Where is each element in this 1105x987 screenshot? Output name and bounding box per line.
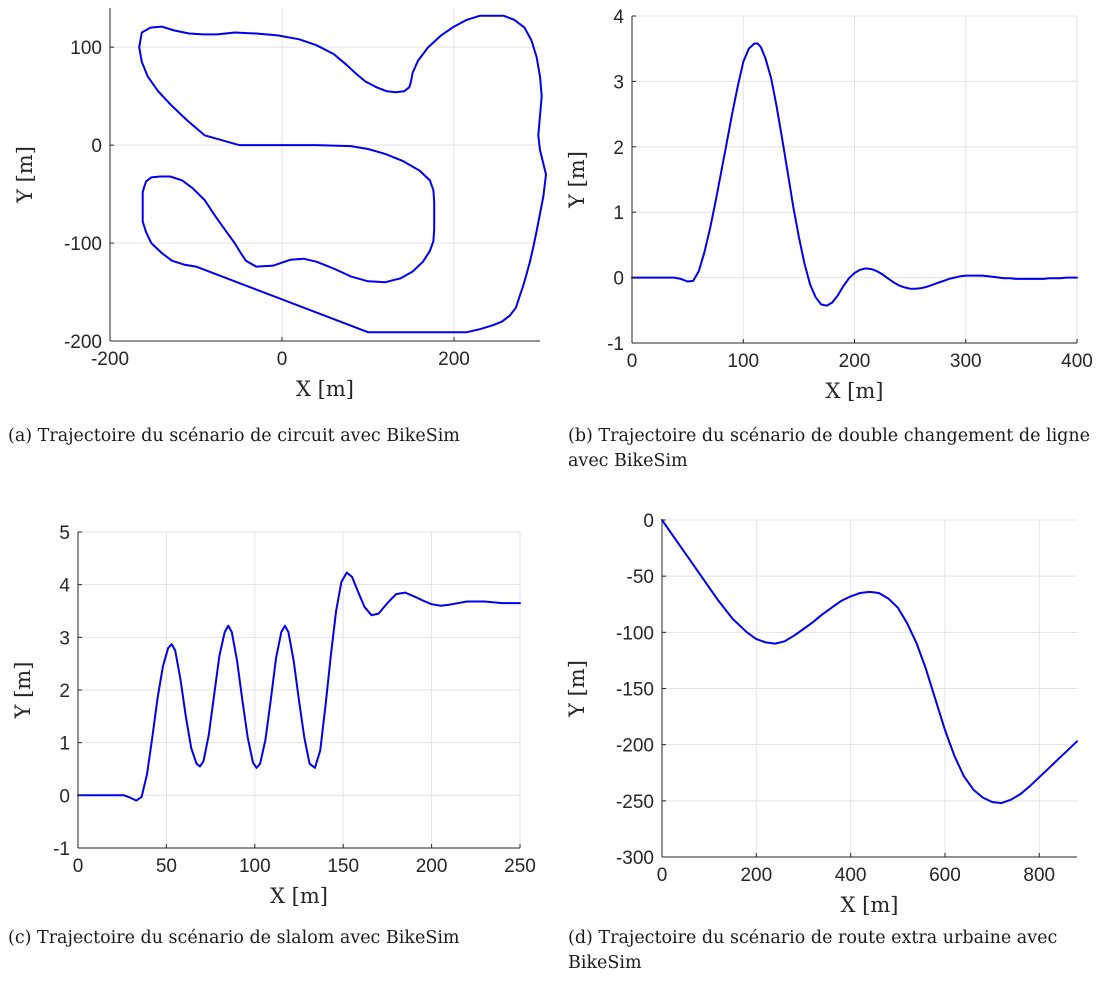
x-tick-label: 200 (839, 351, 871, 372)
panel-d: 0 200 400 600 800 -300 -250 -200 -150 -100 -50 0 X [… (552, 490, 1105, 987)
x-tick-label: 50 (156, 856, 177, 877)
x-axis-label: X [m] (270, 884, 328, 908)
y-axis-label: Y [m] (11, 662, 35, 720)
x-axis-label: X [m] (296, 377, 354, 401)
x-axis-label: X [m] (841, 893, 899, 917)
caption-c: (c) Trajectoire du scénario de slalom av… (8, 928, 460, 948)
x-tick-label: 200 (438, 349, 470, 370)
caption-d: (d) Trajectoire du scénario de route ext… (568, 928, 1058, 973)
y-tick-label: -250 (616, 792, 654, 813)
y-tick-label: 4 (59, 576, 70, 597)
x-tick-label: 0 (277, 349, 288, 370)
y-tick-label: 100 (70, 38, 102, 59)
y-tick-label: 2 (613, 138, 624, 159)
x-tick-label: 200 (416, 856, 448, 877)
panel-a: -200 0 200 -200 -100 0 100 X [m] Y [m] (a) Traje… (0, 0, 552, 490)
x-tick-label: 200 (740, 865, 772, 886)
series-line (661, 519, 1078, 805)
y-axis-label: Y [m] (13, 146, 37, 204)
y-tick-label: 1 (59, 734, 70, 755)
y-tick-label: 1 (613, 203, 624, 224)
y-tick-label: 0 (59, 786, 70, 807)
x-tick-label: 0 (627, 351, 638, 372)
y-tick-label: -100 (616, 623, 654, 644)
x-tick-label: 400 (835, 865, 867, 886)
y-tick-label: -200 (64, 332, 102, 353)
caption-a: (a) Trajectoire du scénario de circuit a… (8, 426, 460, 446)
panel-b: 0 100 200 300 400 -1 0 1 2 3 4 X [m] Y [m] (b) Traje… (552, 0, 1105, 490)
x-tick-label: -200 (91, 349, 129, 370)
y-tick-label: 5 (59, 523, 70, 544)
x-tick-label: 800 (1023, 865, 1055, 886)
y-tick-label: -150 (616, 680, 654, 701)
y-tick-label: 2 (59, 681, 70, 702)
y-axis-label: Y [m] (565, 151, 589, 209)
x-tick-label: 0 (73, 856, 84, 877)
y-tick-label: 0 (613, 269, 624, 290)
x-tick-label: 250 (504, 856, 536, 877)
y-tick-label: 0 (91, 136, 102, 157)
y-tick-label: 0 (643, 511, 654, 532)
x-tick-label: 100 (727, 351, 759, 372)
x-tick-label: 150 (327, 856, 359, 877)
chart-a: -200 0 200 -200 -100 0 100 X [m] Y [m] (13, 8, 547, 401)
y-tick-label: 4 (613, 7, 624, 28)
series-line (77, 571, 521, 802)
x-tick-label: 400 (1061, 351, 1093, 372)
y-axis-label: Y [m] (565, 660, 589, 718)
x-tick-label: 0 (657, 865, 668, 886)
y-tick-label: -1 (607, 334, 624, 355)
y-tick-label: -300 (616, 848, 654, 869)
y-tick-label: -200 (616, 736, 654, 757)
x-tick-label: 300 (950, 351, 982, 372)
y-tick-label: -50 (627, 567, 654, 588)
x-tick-label: 600 (929, 865, 961, 886)
y-tick-label: -100 (64, 234, 102, 255)
series-line (631, 42, 1078, 307)
caption-b: (b) Trajectoire du scénario de double ch… (568, 426, 1091, 471)
chart-d: 0 200 400 600 800 -300 -250 -200 -150 -100 -50 0 X [… (565, 511, 1078, 917)
y-tick-label: -1 (53, 839, 70, 860)
y-tick-label: 3 (59, 628, 70, 649)
x-axis-label: X [m] (826, 379, 884, 403)
panel-c: 0 50 100 150 200 250 -1 0 1 2 3 4 5 X [m] Y [m] (c) Tr… (0, 490, 552, 987)
series-line (138, 14, 547, 334)
y-tick-label: 3 (613, 72, 624, 93)
x-tick-label: 100 (239, 856, 271, 877)
